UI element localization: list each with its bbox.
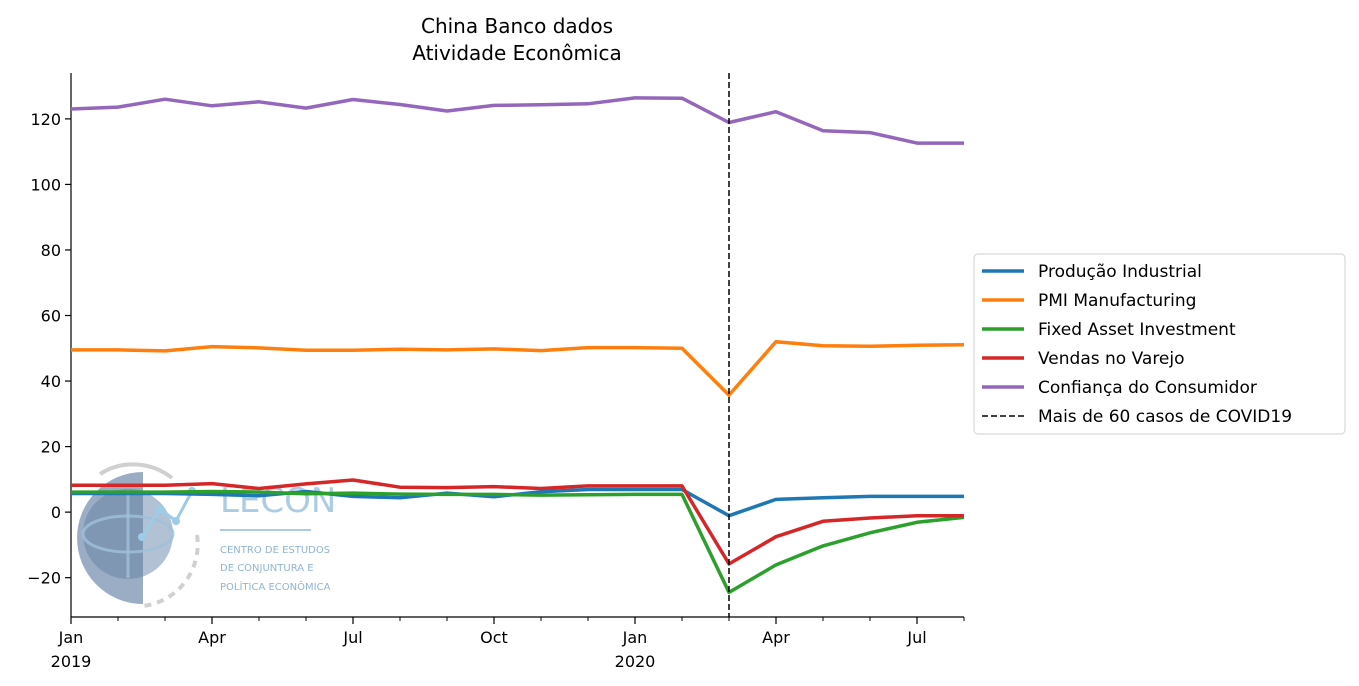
x-tick-label: Jul [342,628,362,647]
x-tick-sublabel: 2020 [615,652,656,671]
legend-label: Fixed Asset Investment [1038,320,1236,340]
y-tick-label: 100 [30,175,61,194]
x-tick-label: Oct [480,628,508,647]
series-line [71,478,964,566]
legend-label: Produção Industrial [1038,262,1202,282]
x-tick-label: Apr [198,628,226,647]
series-line [71,339,965,397]
y-tick-label: 60 [41,307,61,326]
y-tick-label: −20 [27,569,61,588]
plot-area: −20 0 20 40 60 80 100 120 Jan 2019 Apr Jul Oct Jan 202… [27,73,965,671]
y-tick-label: 80 [41,241,61,260]
x-tick-label: Jan [622,628,648,647]
chart-title-line-1: China Banco dados [421,14,613,38]
x-tick-label: Jan [58,628,84,647]
x-tick-sublabel: 2019 [51,652,92,671]
legend-label: Confiança do Consumidor [1038,378,1257,398]
legend-label: Mais de 60 casos de COVID19 [1038,407,1292,427]
series-line [70,96,964,145]
logo-line-1: CENTRO DE ESTUDOS [220,545,330,556]
x-tick-label: Apr [762,628,790,647]
logo-line-2: DE CONJUNTURA E [220,563,314,574]
lecon-logo-watermark: LECON CENTRO DE ESTUDOS DE CONJUNTURA E … [77,462,336,608]
legend-box [973,253,1346,435]
y-tick-label: 0 [51,503,61,522]
legend-label: PMI Manufacturing [1038,291,1196,311]
series-line [71,489,965,595]
logo-line-3: POLÍTICA ECONÔMICA [220,580,331,593]
legend: Produção Industrial PMI Manufacturing Fixe… [973,253,1346,435]
y-tick-label: 40 [41,372,61,391]
x-tick-label: Jul [906,628,926,647]
y-tick-label: 20 [41,438,61,457]
y-tick-label: 120 [30,110,61,129]
chart-title-line-2: Atividade Econômica [412,41,622,65]
legend-label: Vendas no Varejo [1038,349,1185,369]
